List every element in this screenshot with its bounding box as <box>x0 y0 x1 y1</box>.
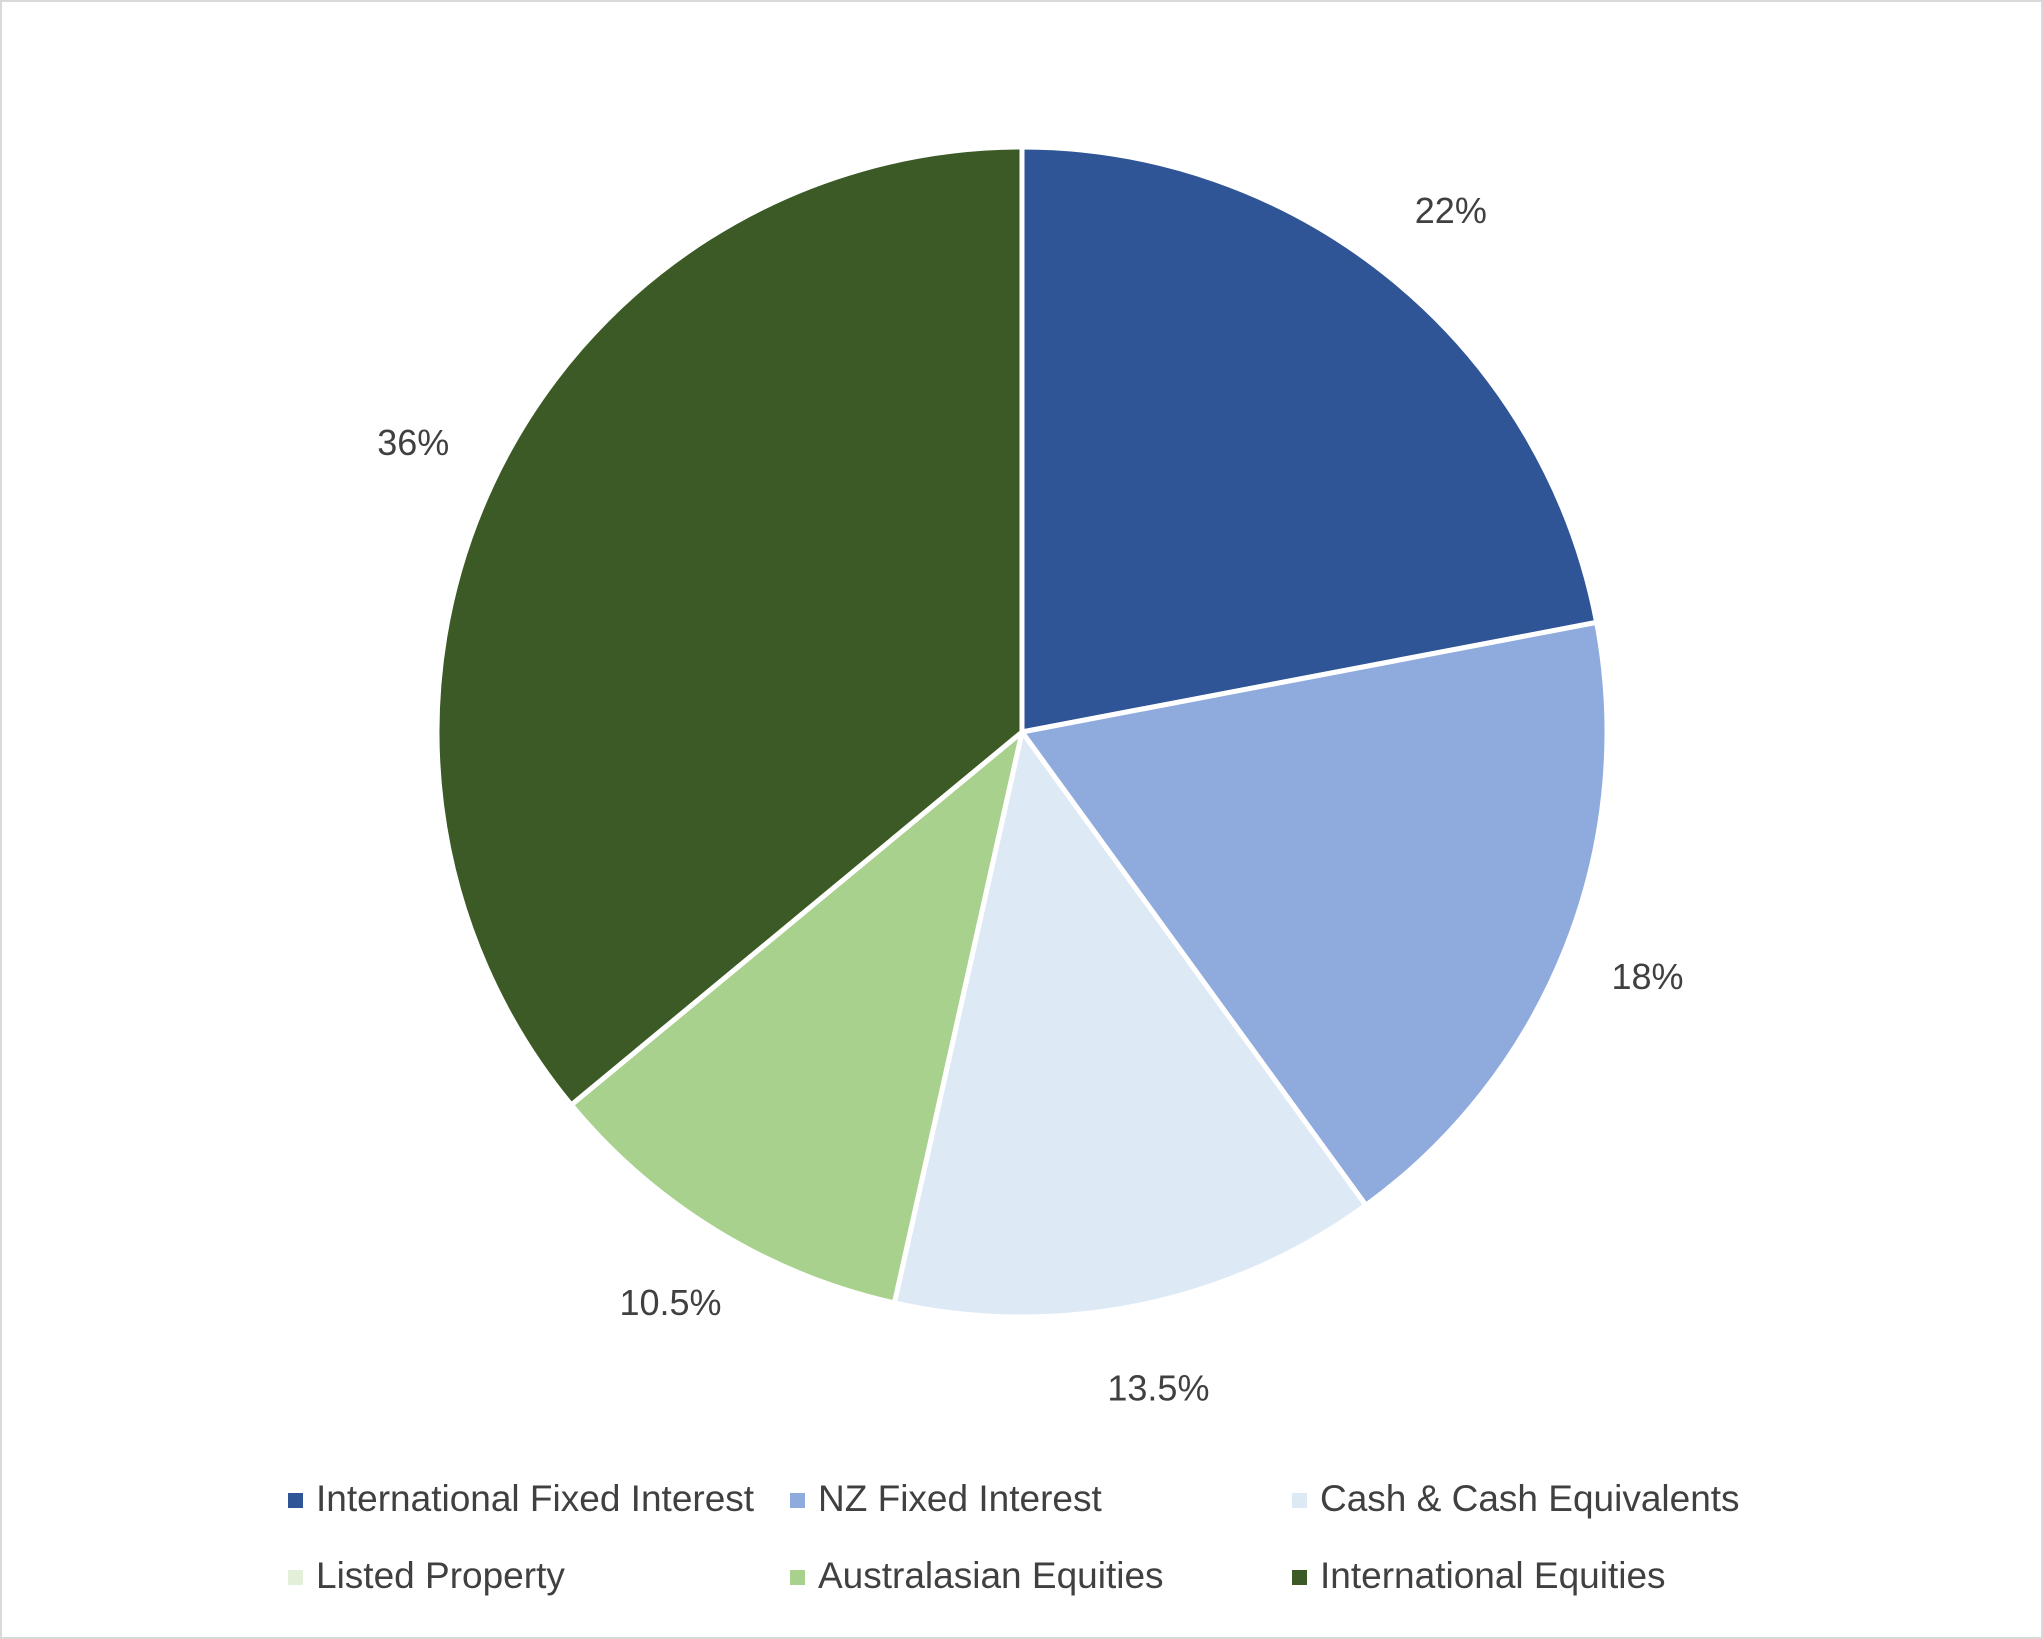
legend-marker <box>288 1493 303 1508</box>
data-label: 13.5% <box>1107 1367 1209 1408</box>
pie-slice <box>1019 619 1610 1208</box>
legend-label: Listed Property <box>316 1555 565 1596</box>
legend-label: Australasian Equities <box>818 1555 1164 1596</box>
pie-slice <box>891 729 1369 1320</box>
legend-label: NZ Fixed Interest <box>818 1478 1102 1519</box>
legend-label: International Equities <box>1320 1555 1666 1596</box>
pie-slice <box>434 144 1025 1108</box>
data-label: 22% <box>1415 190 1487 231</box>
data-label: 18% <box>1611 956 1683 997</box>
data-label: 36% <box>377 422 449 463</box>
pie-slice <box>1019 144 1600 735</box>
pie-slice <box>568 729 1025 1306</box>
legend-marker <box>790 1493 805 1508</box>
legend-marker <box>288 1570 303 1585</box>
legend-marker <box>1292 1570 1307 1585</box>
legend-label: Cash & Cash Equivalents <box>1320 1478 1740 1519</box>
legend-label: International Fixed Interest <box>316 1478 755 1519</box>
legend-marker <box>1292 1493 1307 1508</box>
data-label: 10.5% <box>619 1282 721 1323</box>
legend-marker <box>790 1570 805 1585</box>
